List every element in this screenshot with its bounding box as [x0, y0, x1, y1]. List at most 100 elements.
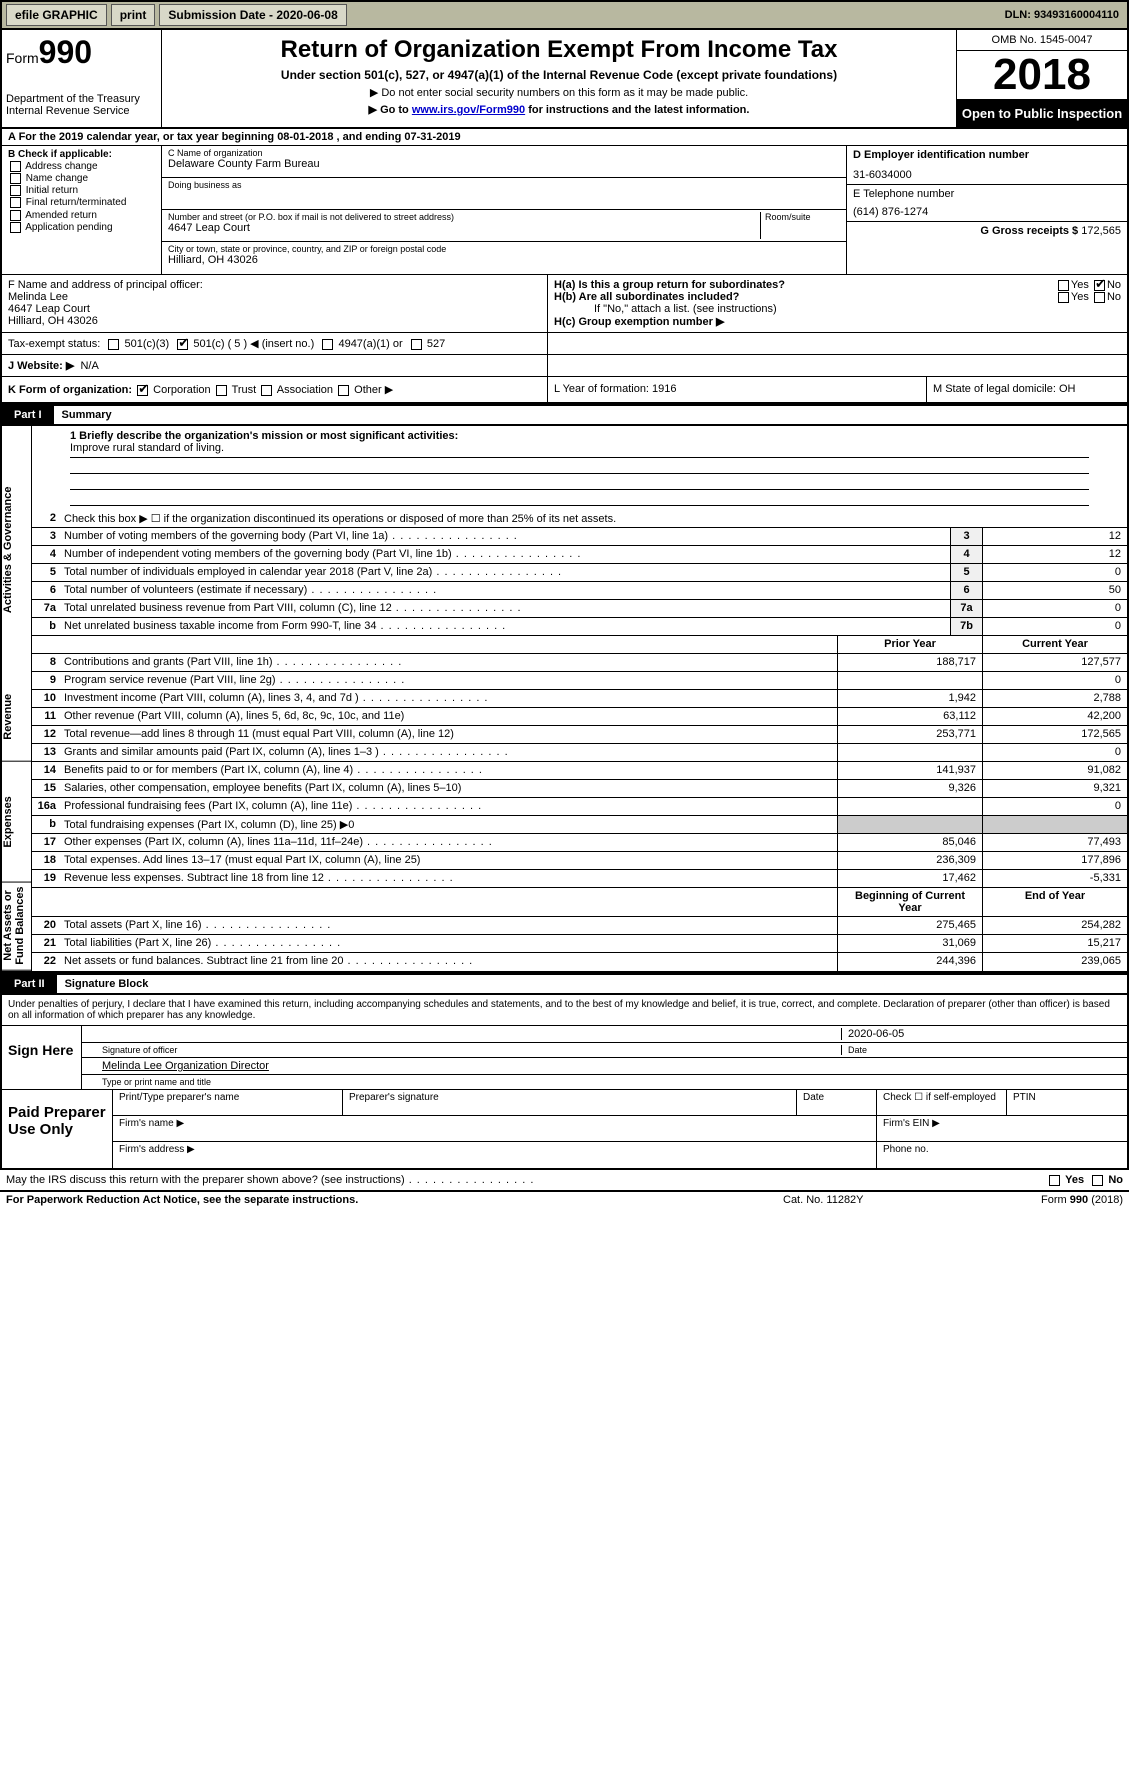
ptin-lbl: PTIN	[1007, 1090, 1127, 1115]
p10: 1,942	[837, 690, 982, 707]
p20: 275,465	[837, 917, 982, 934]
form-number: Form990	[6, 34, 157, 71]
part-2-header: Part II Signature Block	[0, 973, 1129, 995]
p16a	[837, 798, 982, 815]
cb-initial-return[interactable]: Initial return	[8, 185, 155, 196]
ssn-note: ▶ Do not enter social security numbers o…	[168, 86, 950, 99]
c15: 9,321	[982, 780, 1127, 797]
part-1-header: Part I Summary	[0, 404, 1129, 426]
line-13: Grants and similar amounts paid (Part IX…	[60, 744, 837, 761]
irs-link[interactable]: www.irs.gov/Form990	[412, 104, 525, 116]
c13: 0	[982, 744, 1127, 761]
line-12: Total revenue—add lines 8 through 11 (mu…	[60, 726, 837, 743]
vtab-netassets: Net Assets or Fund Balances	[2, 882, 31, 971]
line-8: Contributions and grants (Part VIII, lin…	[60, 654, 837, 671]
c21: 15,217	[982, 935, 1127, 952]
print-button[interactable]: print	[111, 4, 156, 26]
firm-ein: Firm's EIN ▶	[877, 1116, 1127, 1141]
hdr-end: End of Year	[982, 888, 1127, 916]
cb-amended[interactable]: Amended return	[8, 210, 155, 221]
dba-label: Doing business as	[168, 180, 840, 190]
line-1-mission: 1 Briefly describe the organization's mi…	[32, 426, 1127, 510]
p12: 253,771	[837, 726, 982, 743]
form-subtitle: Under section 501(c), 527, or 4947(a)(1)…	[168, 68, 950, 82]
efile-label: efile GRAPHIC	[6, 4, 107, 26]
row-i-tax-exempt: Tax-exempt status: 501(c)(3) 501(c) ( 5 …	[0, 333, 1129, 355]
pp-sig-lbl: Preparer's signature	[343, 1090, 797, 1115]
h-b: H(b) Are all subordinates included? Yes …	[554, 291, 1121, 303]
c16a: 0	[982, 798, 1127, 815]
row-j-website: J Website: ▶ N/A	[0, 355, 1129, 377]
footer: For Paperwork Reduction Act Notice, see …	[0, 1192, 1129, 1208]
p13	[837, 744, 982, 761]
year-formation: L Year of formation: 1916	[548, 377, 927, 402]
tax-year: 2018	[957, 51, 1127, 100]
phone-no: Phone no.	[877, 1142, 1127, 1168]
cb-name-change[interactable]: Name change	[8, 173, 155, 184]
c11: 42,200	[982, 708, 1127, 725]
paid-preparer-label: Paid Preparer Use Only	[2, 1090, 112, 1168]
pp-self-employed[interactable]: Check ☐ if self-employed	[877, 1090, 1007, 1115]
goto-note: ▶ Go to www.irs.gov/Form990 for instruct…	[168, 103, 950, 116]
c19: -5,331	[982, 870, 1127, 887]
ein-value: 31-6034000	[853, 169, 1121, 181]
sig-date: 2020-06-05	[841, 1028, 1121, 1040]
officer-addr1: 4647 Leap Court	[8, 303, 541, 315]
telephone: (614) 876-1274	[853, 206, 1121, 218]
line-20: Total assets (Part X, line 16)	[60, 917, 837, 934]
line-7b: Net unrelated business taxable income fr…	[60, 618, 950, 635]
line-2: Check this box ▶ ☐ if the organization d…	[60, 510, 1127, 527]
form-title: Return of Organization Exempt From Incom…	[168, 36, 950, 64]
p9	[837, 672, 982, 689]
p19: 17,462	[837, 870, 982, 887]
pra-notice: For Paperwork Reduction Act Notice, see …	[6, 1194, 783, 1206]
submission-date: Submission Date - 2020-06-08	[159, 4, 346, 26]
officer-name: Melinda Lee	[8, 291, 541, 303]
cb-final-return[interactable]: Final return/terminated	[8, 197, 155, 208]
cb-app-pending[interactable]: Application pending	[8, 222, 155, 233]
vtab-revenue: Revenue	[2, 673, 31, 762]
c17: 77,493	[982, 834, 1127, 851]
website-value: N/A	[80, 360, 98, 372]
discuss-row: May the IRS discuss this return with the…	[0, 1170, 1129, 1192]
p21: 31,069	[837, 935, 982, 952]
cb-address-change[interactable]: Address change	[8, 161, 155, 172]
hdr-current: Current Year	[982, 636, 1127, 653]
summary-table: Activities & Governance Revenue Expenses…	[0, 426, 1129, 973]
c10: 2,788	[982, 690, 1127, 707]
omb-number: OMB No. 1545-0047	[957, 30, 1127, 51]
line-5: Total number of individuals employed in …	[60, 564, 950, 581]
col-b-checkboxes: B Check if applicable: Address change Na…	[2, 146, 162, 274]
line-21: Total liabilities (Part X, line 26)	[60, 935, 837, 952]
signature-block: Under penalties of perjury, I declare th…	[0, 995, 1129, 1170]
form-header: Form990 Department of the Treasury Inter…	[0, 30, 1129, 129]
val-4: 12	[982, 546, 1127, 563]
officer-sig-name: Melinda Lee Organization Director	[102, 1060, 1121, 1072]
line-9: Program service revenue (Part VIII, line…	[60, 672, 837, 689]
col-c-org-info: C Name of organizationDelaware County Fa…	[162, 146, 847, 274]
p14: 141,937	[837, 762, 982, 779]
officer-label: F Name and address of principal officer:	[8, 279, 541, 291]
mission-text: Improve rural standard of living.	[70, 442, 1089, 458]
perjury-statement: Under penalties of perjury, I declare th…	[2, 995, 1127, 1026]
line-6: Total number of volunteers (estimate if …	[60, 582, 950, 599]
gross-receipts: 172,565	[1081, 225, 1121, 237]
city-state-zip: Hilliard, OH 43026	[168, 254, 840, 266]
val-6: 50	[982, 582, 1127, 599]
officer-addr2: Hilliard, OH 43026	[8, 315, 541, 327]
room-suite: Room/suite	[760, 212, 840, 239]
line-22: Net assets or fund balances. Subtract li…	[60, 953, 837, 971]
c22: 239,065	[982, 953, 1127, 971]
line-7a: Total unrelated business revenue from Pa…	[60, 600, 950, 617]
form-ref: Form 990 (2018)	[983, 1194, 1123, 1206]
line-15: Salaries, other compensation, employee b…	[60, 780, 837, 797]
p8: 188,717	[837, 654, 982, 671]
dept-treasury: Department of the Treasury	[6, 93, 157, 105]
row-a-tax-year: A For the 2019 calendar year, or tax yea…	[0, 129, 1129, 146]
sign-here-label: Sign Here	[2, 1026, 82, 1089]
state-domicile: M State of legal domicile: OH	[927, 377, 1127, 402]
line-11: Other revenue (Part VIII, column (A), li…	[60, 708, 837, 725]
section-f-h: F Name and address of principal officer:…	[0, 275, 1129, 333]
row-k-org-form: K Form of organization: Corporation Trus…	[0, 377, 1129, 404]
line-18: Total expenses. Add lines 13–17 (must eq…	[60, 852, 837, 869]
